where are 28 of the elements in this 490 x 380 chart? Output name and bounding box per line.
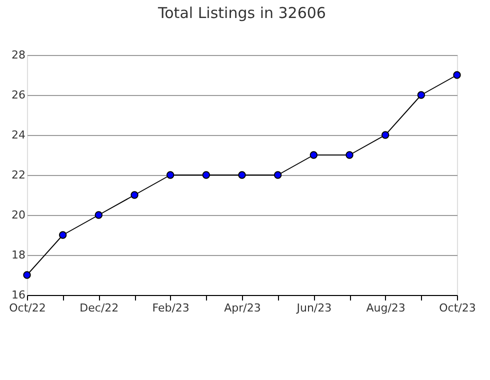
y-tick-label: 26 <box>12 88 26 102</box>
y-tick-label: 24 <box>12 128 26 142</box>
y-tick-label: 20 <box>12 208 26 222</box>
point <box>274 171 282 179</box>
x-tick-label: Apr/23 <box>224 302 261 314</box>
y-tick-label: 18 <box>12 248 26 262</box>
x-tick-label: Oct/23 <box>439 302 476 314</box>
point <box>130 191 138 199</box>
x-tick-label: Feb/23 <box>152 302 190 314</box>
point <box>23 271 31 279</box>
point <box>202 171 210 179</box>
point <box>346 151 354 159</box>
point <box>238 171 246 179</box>
point <box>453 71 461 79</box>
point <box>310 151 318 159</box>
y-tick-label: 16 <box>12 288 26 302</box>
x-tick-label: Aug/23 <box>366 302 406 314</box>
x-tick-label: Dec/22 <box>80 302 119 314</box>
point <box>166 171 174 179</box>
point <box>94 211 103 219</box>
y-tick-label: 22 <box>12 168 26 182</box>
y-tick-label: 28 <box>12 48 26 62</box>
point <box>417 91 426 99</box>
point <box>58 231 67 239</box>
x-tick-label: Jun/23 <box>296 302 332 314</box>
x-tick-label: Oct/22 <box>9 302 46 314</box>
chart-title: Total Listings in 32606 <box>157 4 326 22</box>
point <box>381 131 390 139</box>
